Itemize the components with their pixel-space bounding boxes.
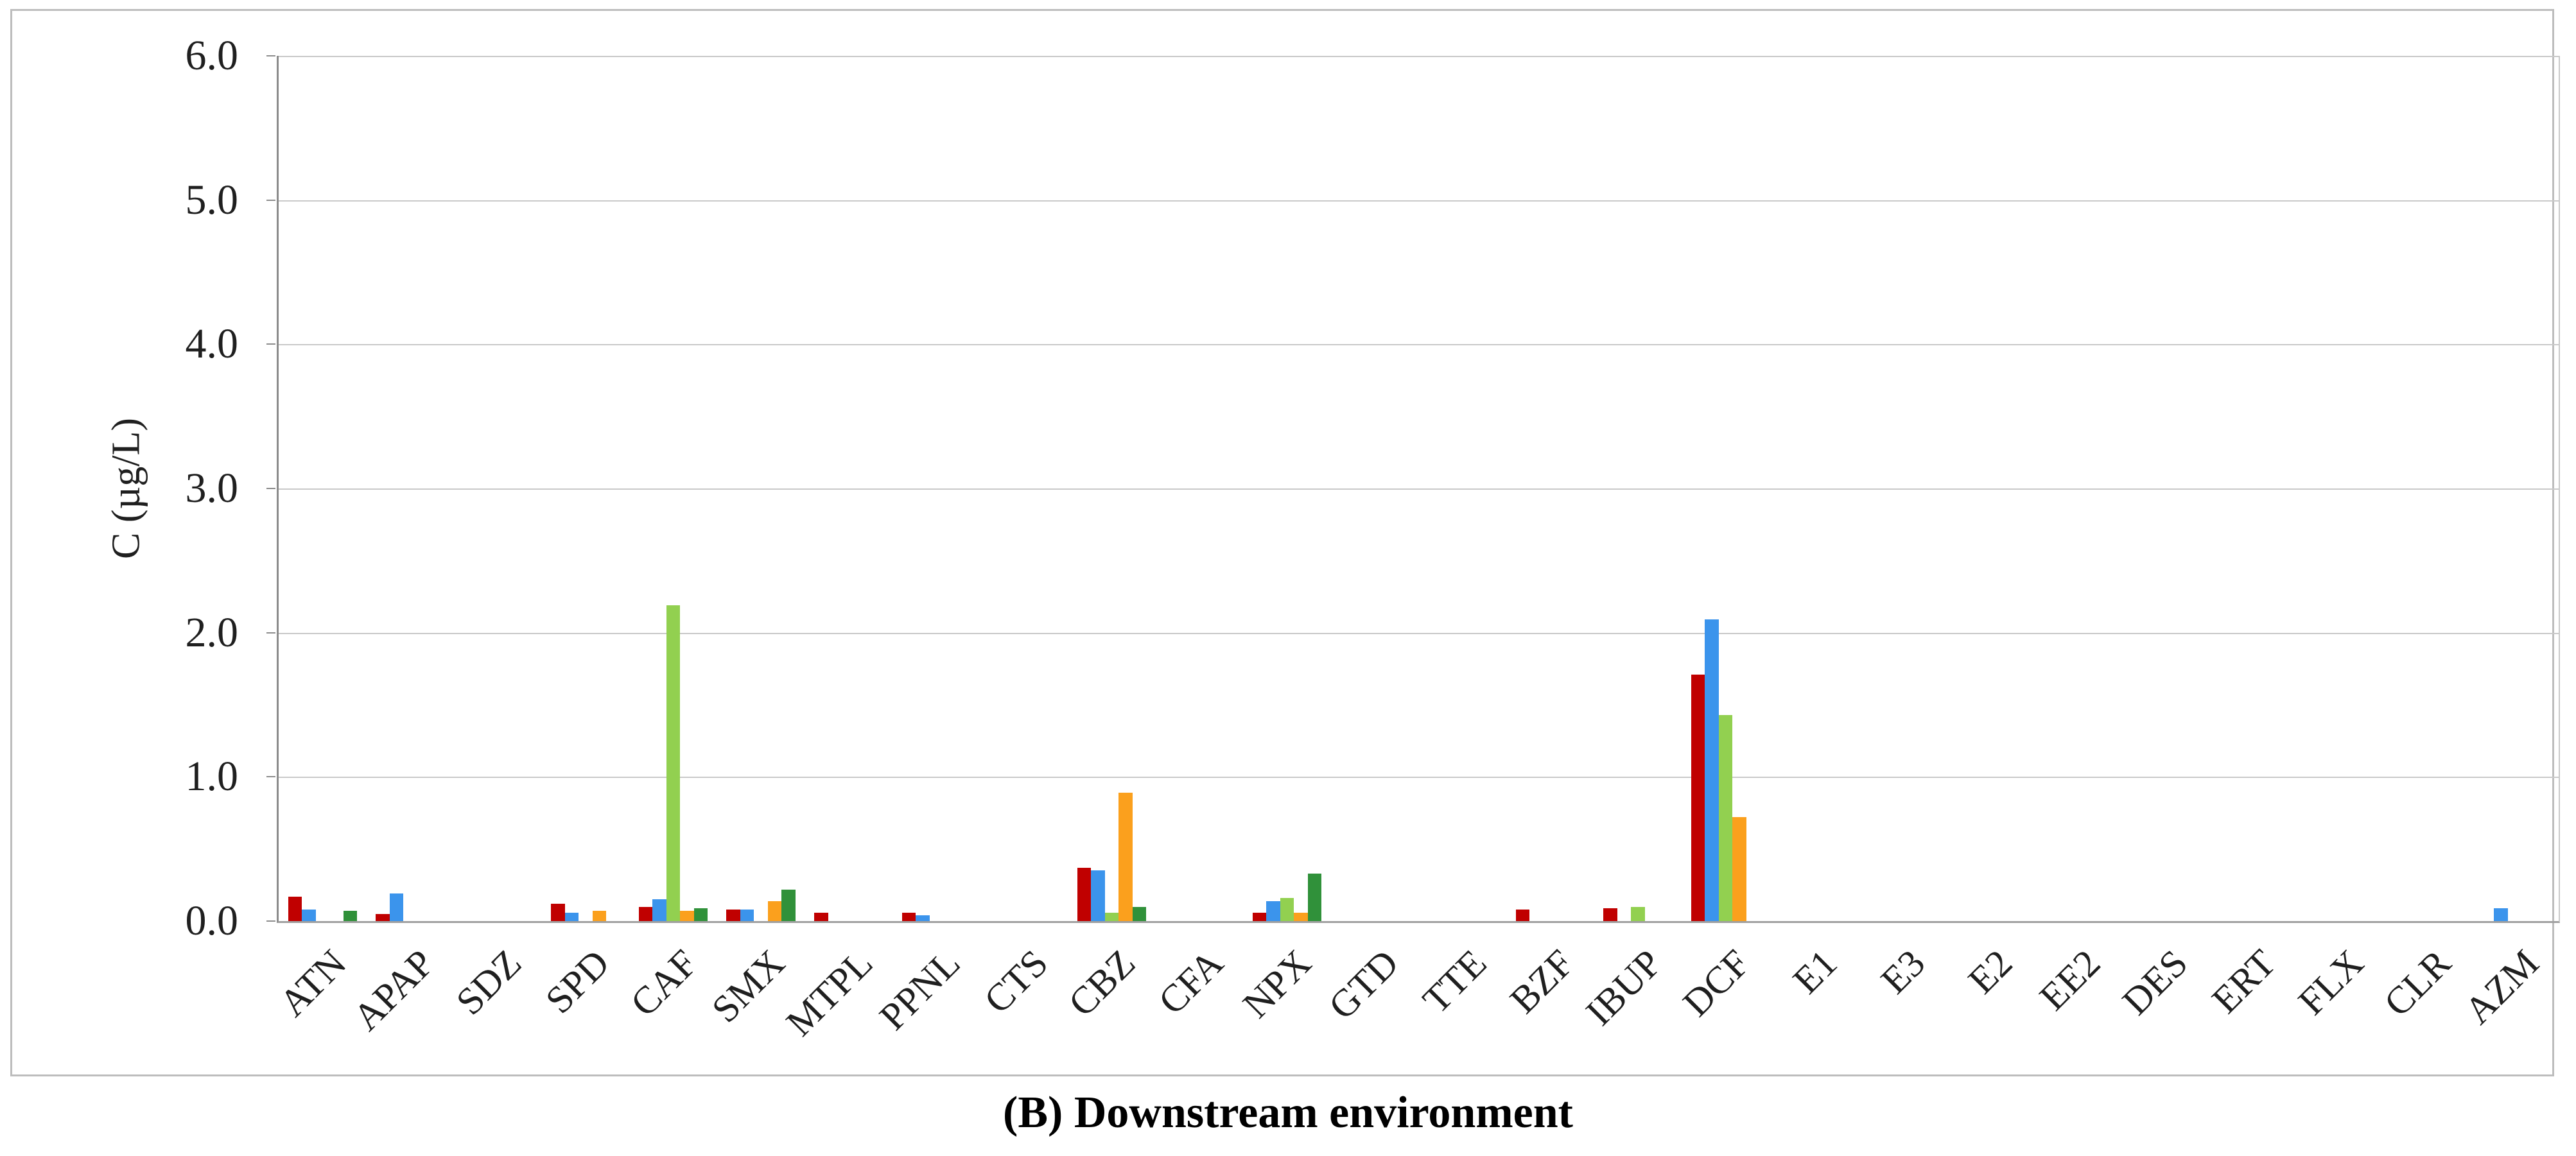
plot-area xyxy=(277,56,2560,923)
y-tick-mark xyxy=(266,55,275,56)
bar-series-1-CAF xyxy=(638,906,653,921)
bar-series-3-CBZ xyxy=(1104,912,1119,921)
x-tick-label-E1: E1 xyxy=(1784,941,1845,1002)
x-tick-label-EE2: EE2 xyxy=(2031,941,2109,1019)
gridline xyxy=(279,200,2559,202)
x-tick-label-DES: DES xyxy=(2114,941,2196,1023)
bar-series-4-SPD xyxy=(592,911,607,921)
y-tick-label: 1.0 xyxy=(185,753,239,800)
y-tick-mark xyxy=(266,776,275,778)
bar-series-4-CBZ xyxy=(1118,793,1133,921)
x-tick-label-ATN: ATN xyxy=(271,941,354,1025)
x-tick-label-MTPL: MTPL xyxy=(778,941,881,1044)
x-tick-label-AZM: AZM xyxy=(2456,941,2547,1032)
bar-series-4-NPX xyxy=(1294,912,1308,921)
bar-series-2-SPD xyxy=(564,912,579,921)
figure-caption: (B) Downstream environment xyxy=(0,1087,2576,1139)
x-tick-label-IBUP: IBUP xyxy=(1578,941,1670,1034)
bar-series-5-SMX xyxy=(781,889,796,921)
bar-series-2-SMX xyxy=(740,910,754,921)
x-tick-label-PPNL: PPNL xyxy=(871,941,968,1039)
bar-series-2-ATN xyxy=(302,910,316,921)
bar-series-4-CAF xyxy=(680,911,694,921)
bar-series-1-DCF xyxy=(1691,674,1705,921)
x-tick-label-FLX: FLX xyxy=(2290,941,2372,1023)
y-tick-label: 3.0 xyxy=(185,465,239,512)
caption-text: Downstream environment xyxy=(1074,1088,1573,1137)
bar-series-1-ATN xyxy=(288,896,302,921)
x-tick-label-DCF: DCF xyxy=(1674,941,1758,1025)
bar-series-5-NPX xyxy=(1307,873,1322,921)
chart-frame: C (µg/L) 0.0 1.0 2.0 3.0 4.0 5.0 6.0 ATN APAP SD… xyxy=(10,9,2560,1076)
bar-series-1-APAP xyxy=(376,913,390,921)
x-tick-label-NPX: NPX xyxy=(1234,941,1319,1026)
caption-label: (B) xyxy=(1003,1088,1063,1137)
y-tick-label: 2.0 xyxy=(185,608,239,656)
bar-series-1-NPX xyxy=(1252,912,1267,921)
gridline xyxy=(279,777,2559,779)
y-tick-mark xyxy=(266,343,275,345)
y-tick-label: 4.0 xyxy=(185,320,239,368)
x-tick-label-CFA: CFA xyxy=(1150,941,1231,1022)
bar-series-2-PPNL xyxy=(916,915,930,921)
bar-series-5-CAF xyxy=(693,908,708,921)
bar-series-1-CBZ xyxy=(1077,867,1092,921)
bar-series-2-CBZ xyxy=(1091,870,1105,921)
y-tick-mark xyxy=(266,199,275,201)
bar-series-4-SMX xyxy=(767,901,782,921)
bar-series-3-CAF xyxy=(666,605,681,921)
x-tick-label-TTE: TTE xyxy=(1414,941,1495,1022)
x-tick-label-CLR: CLR xyxy=(2376,941,2459,1025)
bar-series-1-IBUP xyxy=(1603,908,1617,921)
bar-series-2-AZM xyxy=(2494,908,2508,921)
bar-series-2-NPX xyxy=(1266,901,1280,921)
x-tick-label-E3: E3 xyxy=(1872,941,1933,1002)
y-tick-label: 6.0 xyxy=(185,32,239,79)
x-tick-label-CAF: CAF xyxy=(622,941,706,1025)
bar-series-3-NPX xyxy=(1280,898,1294,921)
y-tick-label: 5.0 xyxy=(185,176,239,223)
bar-series-3-DCF xyxy=(1718,714,1733,921)
bar-series-4-DCF xyxy=(1732,817,1746,921)
x-tick-label-APAP: APAP xyxy=(345,941,442,1039)
x-tick-label-CTS: CTS xyxy=(975,941,1056,1022)
y-tick-label: 0.0 xyxy=(185,897,239,944)
bar-series-1-SPD xyxy=(551,904,565,921)
gridline xyxy=(279,632,2559,634)
x-tick-label-SPD: SPD xyxy=(537,941,618,1022)
bar-series-1-BZF xyxy=(1515,910,1530,921)
x-tick-label-BZF: BZF xyxy=(1502,941,1582,1022)
bar-series-2-APAP xyxy=(389,893,404,921)
y-tick-mark xyxy=(266,920,275,922)
bar-series-1-MTPL xyxy=(814,912,828,921)
bar-series-2-DCF xyxy=(1705,619,1719,921)
bar-series-1-SMX xyxy=(726,910,740,921)
bar-series-1-PPNL xyxy=(901,912,916,921)
bar-series-3-IBUP xyxy=(1631,906,1645,921)
x-tick-label-SMX: SMX xyxy=(704,941,793,1031)
gridline xyxy=(279,56,2559,57)
y-tick-mark xyxy=(266,632,275,634)
bar-series-5-ATN xyxy=(343,911,358,921)
x-tick-label-SDZ: SDZ xyxy=(448,941,530,1023)
gridline xyxy=(279,488,2559,490)
bar-series-2-CAF xyxy=(652,899,666,921)
x-tick-label-ERT: ERT xyxy=(2204,941,2284,1022)
bar-series-5-CBZ xyxy=(1132,906,1147,921)
y-tick-mark xyxy=(266,488,275,489)
x-tick-label-GTD: GTD xyxy=(1320,941,1407,1028)
x-tick-label-CBZ: CBZ xyxy=(1060,941,1144,1025)
gridline xyxy=(279,344,2559,346)
x-tick-label-E2: E2 xyxy=(1960,941,2021,1002)
